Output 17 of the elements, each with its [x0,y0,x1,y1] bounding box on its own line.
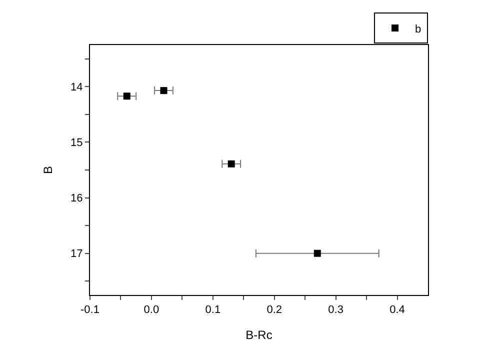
point [314,250,321,257]
point [160,87,168,94]
y-tick-label: 16 [70,192,83,205]
point [123,92,130,100]
y-tick-label: 17 [70,248,83,260]
x-tick-label: 0.3 [328,304,344,316]
y-axis-title: B [40,166,55,174]
y-tick-label: 14 [70,82,83,94]
x-tick-label: 0.1 [205,304,221,316]
x-tick-label: 0.2 [266,304,282,316]
x-tick-label: -0.1 [80,304,100,316]
x-tick-label: 0.4 [390,304,405,316]
x-axis-title: B-Rc [246,328,272,342]
y-tick-label: 15 [70,137,83,150]
point [228,160,235,168]
legend-label: b [415,23,422,36]
x-tick-label: 0.0 [144,304,160,316]
